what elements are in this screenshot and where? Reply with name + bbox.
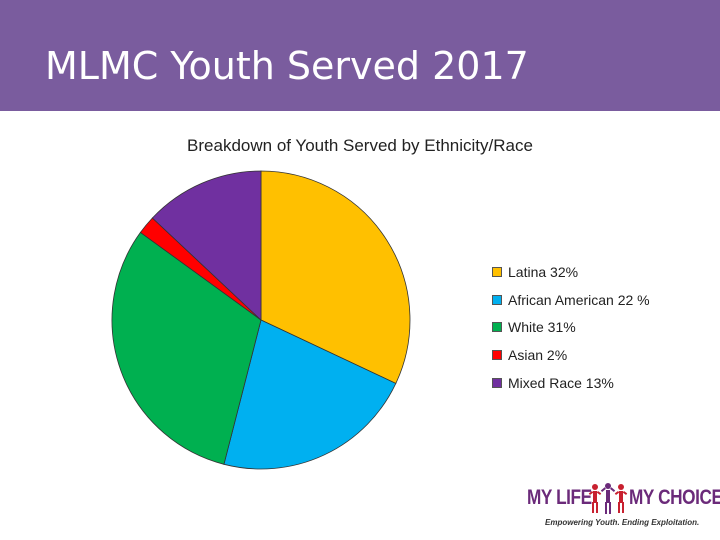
logo-text-right: MY CHOICE: [629, 486, 720, 509]
legend-swatch: [492, 266, 502, 277]
mlmc-logo: MY LIFE MY CHOICE Empowering Youth: [525, 482, 720, 532]
legend-item: Asian 2%: [492, 341, 650, 369]
pie-slice-0: [260, 170, 411, 384]
chart-legend: Latina 32% African American 22 % White 31%…: [492, 258, 650, 397]
legend-label: Mixed Race 13%: [508, 375, 614, 392]
legend-swatch: [492, 294, 502, 305]
pie-slice-1: [223, 319, 397, 470]
chart-title: Breakdown of Youth Served by Ethnicity/R…: [187, 136, 533, 155]
legend-item: Latina 32%: [492, 258, 650, 286]
people-figures-icon: [588, 483, 628, 514]
pie-slice-4: [151, 170, 262, 321]
legend-label: African American 22 %: [508, 291, 650, 308]
logo-text-left: MY LIFE: [527, 486, 592, 509]
legend-label: Asian 2%: [508, 347, 568, 364]
legend-swatch: [492, 378, 502, 389]
legend-swatch: [492, 322, 502, 333]
title-bar: [0, 0, 720, 111]
legend-item: Mixed Race 13%: [492, 369, 650, 397]
legend-label: Latina 32%: [508, 263, 579, 280]
legend-label: White 31%: [508, 319, 576, 336]
slide-title: MLMC Youth Served 2017: [45, 44, 529, 88]
logo-tagline: Empowering Youth. Ending Exploitation.: [545, 518, 700, 527]
legend-item: White 31%: [492, 314, 650, 342]
legend-swatch: [492, 350, 502, 361]
pie-slice-2: [111, 231, 262, 465]
legend-item: African American 22 %: [492, 286, 650, 314]
